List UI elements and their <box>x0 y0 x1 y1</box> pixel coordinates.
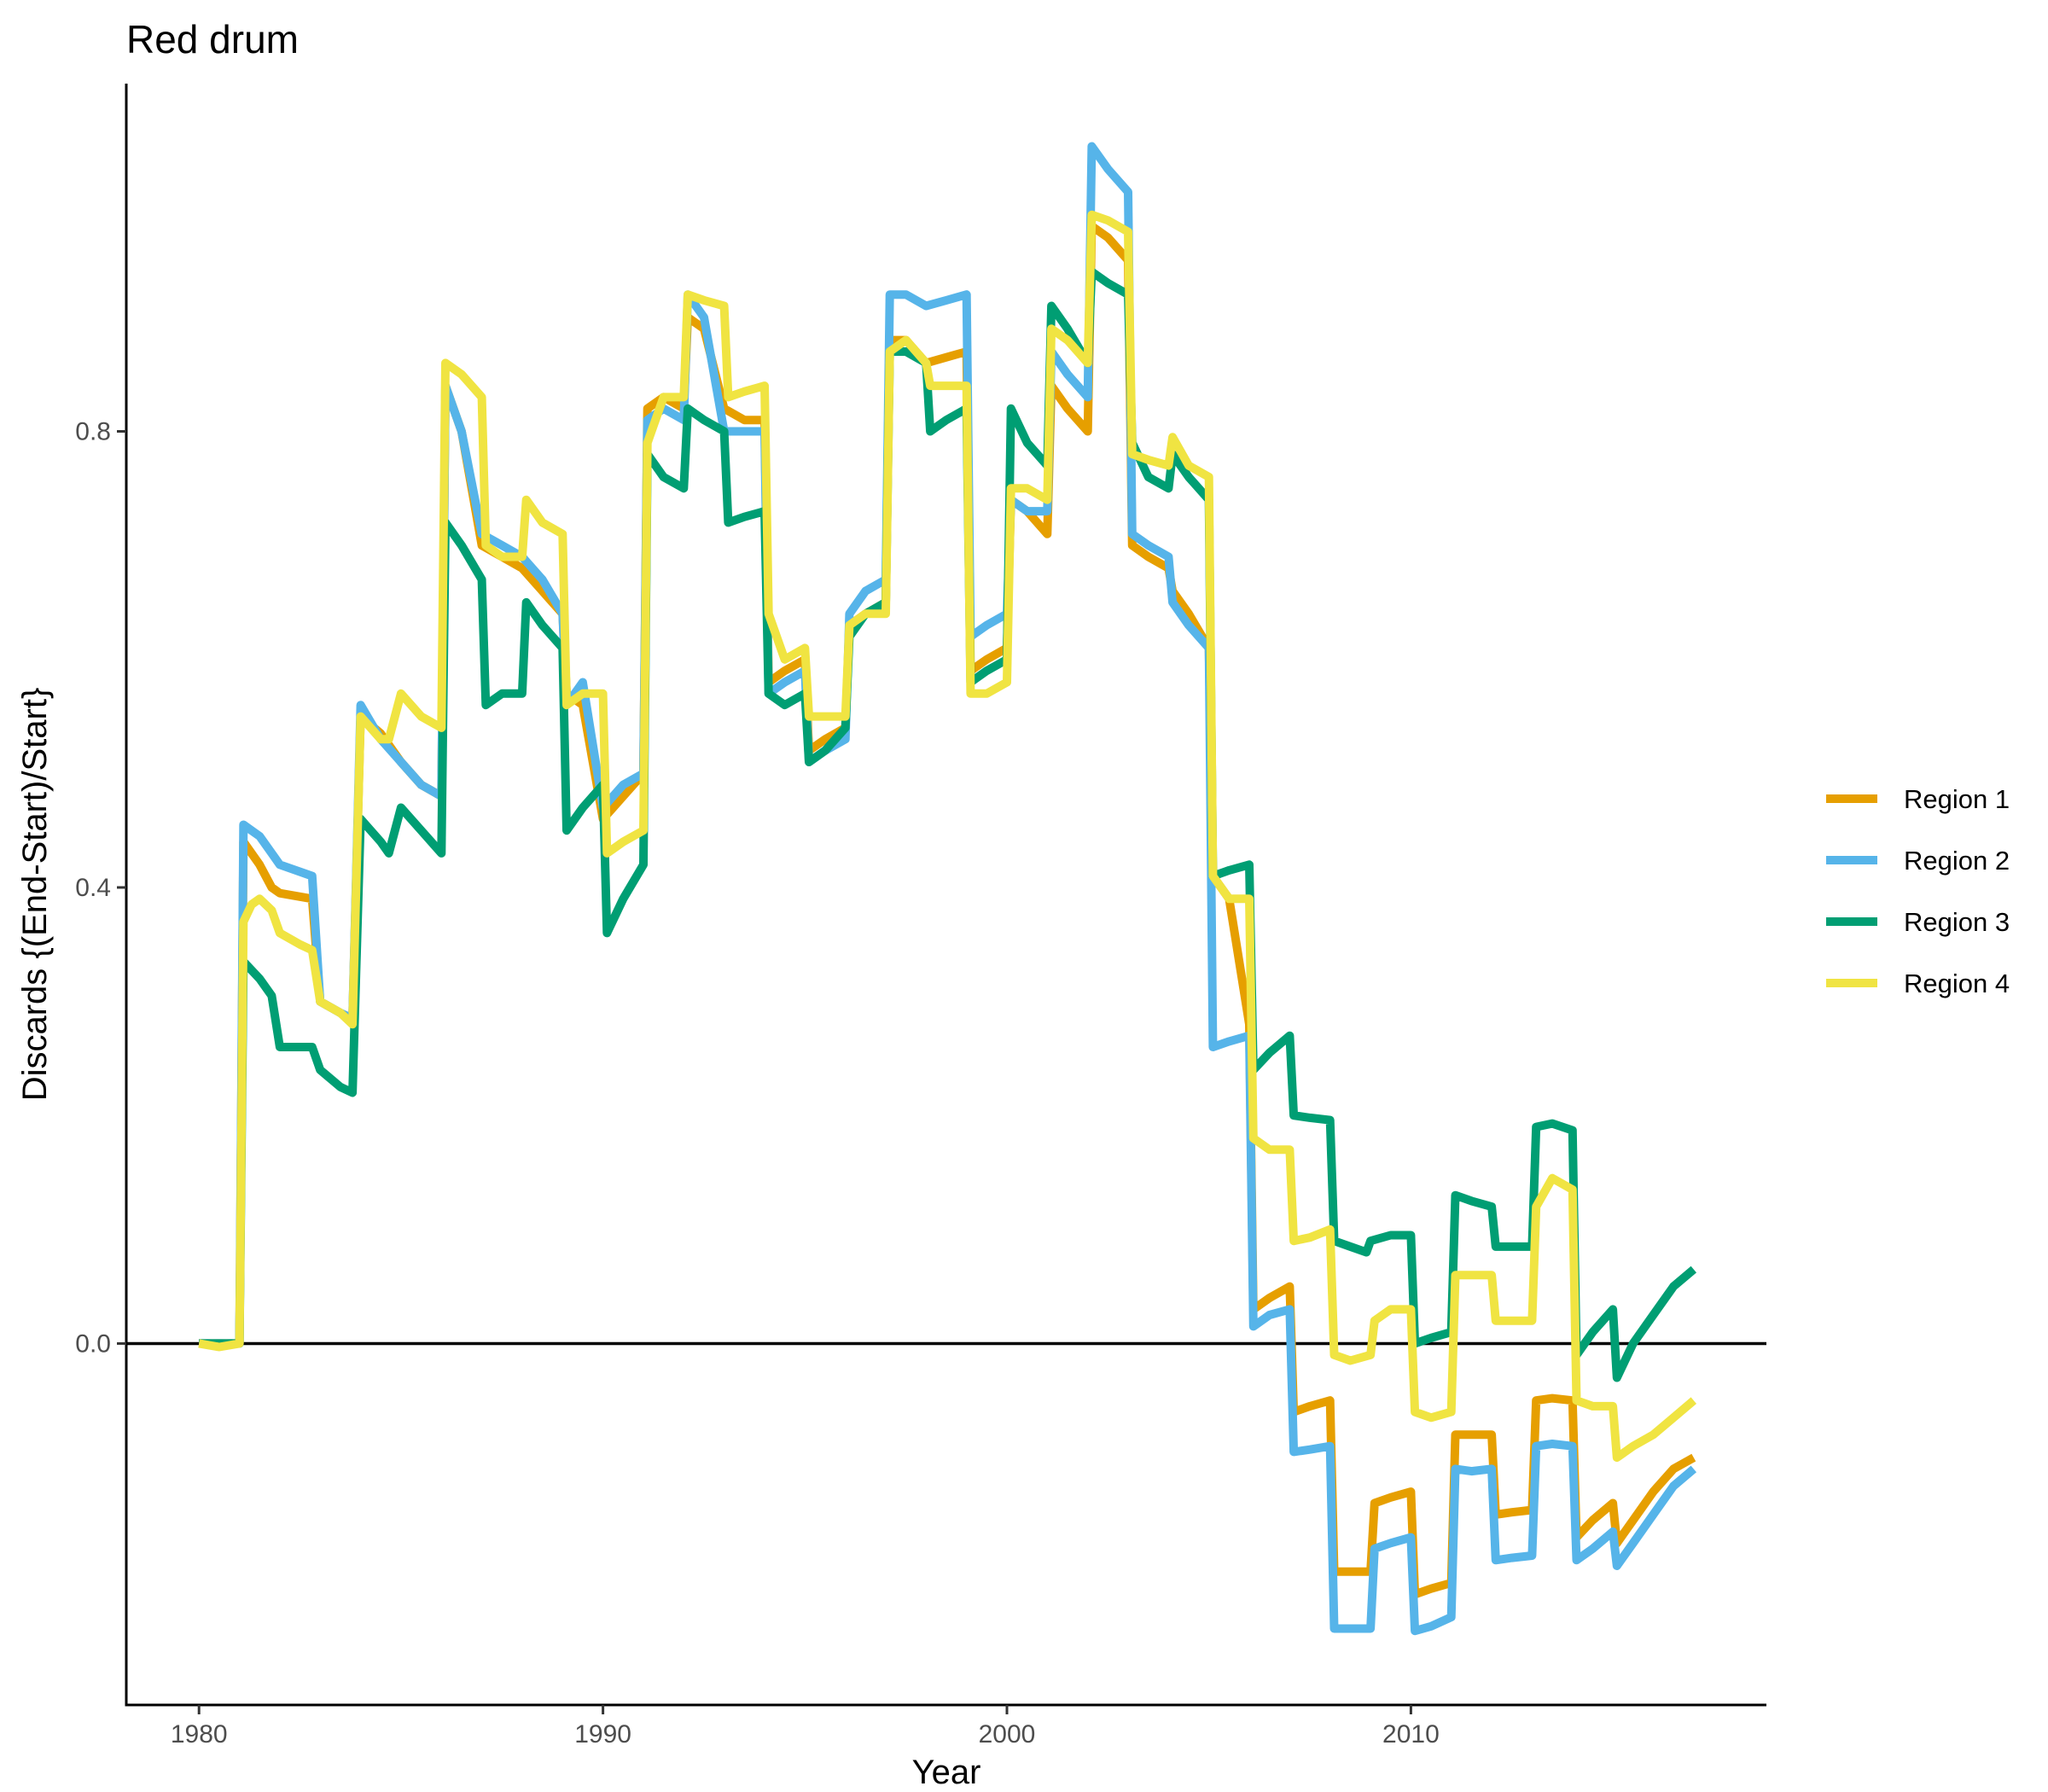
series-line-region-2 <box>199 142 1697 1636</box>
legend-item-region-2: Region 2 <box>1826 846 2010 876</box>
y-axis-title: Discards {(End-Start)/Start} <box>16 688 54 1102</box>
legend-label-region-1: Region 1 <box>1904 784 2010 814</box>
series-line-region-3 <box>199 267 1697 1382</box>
legend-item-region-4: Region 4 <box>1826 969 2010 998</box>
legend-label-region-3: Region 3 <box>1904 907 2010 937</box>
legend-label-region-4: Region 4 <box>1904 969 2010 998</box>
x-tick-label: 1980 <box>171 1720 228 1748</box>
legend-item-region-1: Region 1 <box>1826 784 2010 814</box>
x-tick-label: 2010 <box>1382 1720 1440 1748</box>
legend: Region 1 Region 2 Region 3 Region 4 <box>1826 784 2010 998</box>
series-line-region-4 <box>198 210 1697 1463</box>
series-line-region-1 <box>199 222 1696 1599</box>
legend-item-region-3: Region 3 <box>1826 907 2010 937</box>
x-axis-ticks: 1980 1990 2000 2010 <box>171 1705 1440 1748</box>
y-tick-label: 0.4 <box>75 874 111 902</box>
chart-title: Red drum <box>126 17 299 61</box>
y-tick-label: 0.8 <box>75 418 111 446</box>
y-axis-ticks: 0.0 0.4 0.8 <box>75 418 126 1358</box>
x-axis-title: Year <box>912 1754 981 1791</box>
x-tick-label: 1990 <box>574 1720 631 1748</box>
x-tick-label: 2000 <box>979 1720 1036 1748</box>
plot-area <box>126 142 1766 1636</box>
legend-label-region-2: Region 2 <box>1904 846 2010 876</box>
y-tick-label: 0.0 <box>75 1329 111 1358</box>
